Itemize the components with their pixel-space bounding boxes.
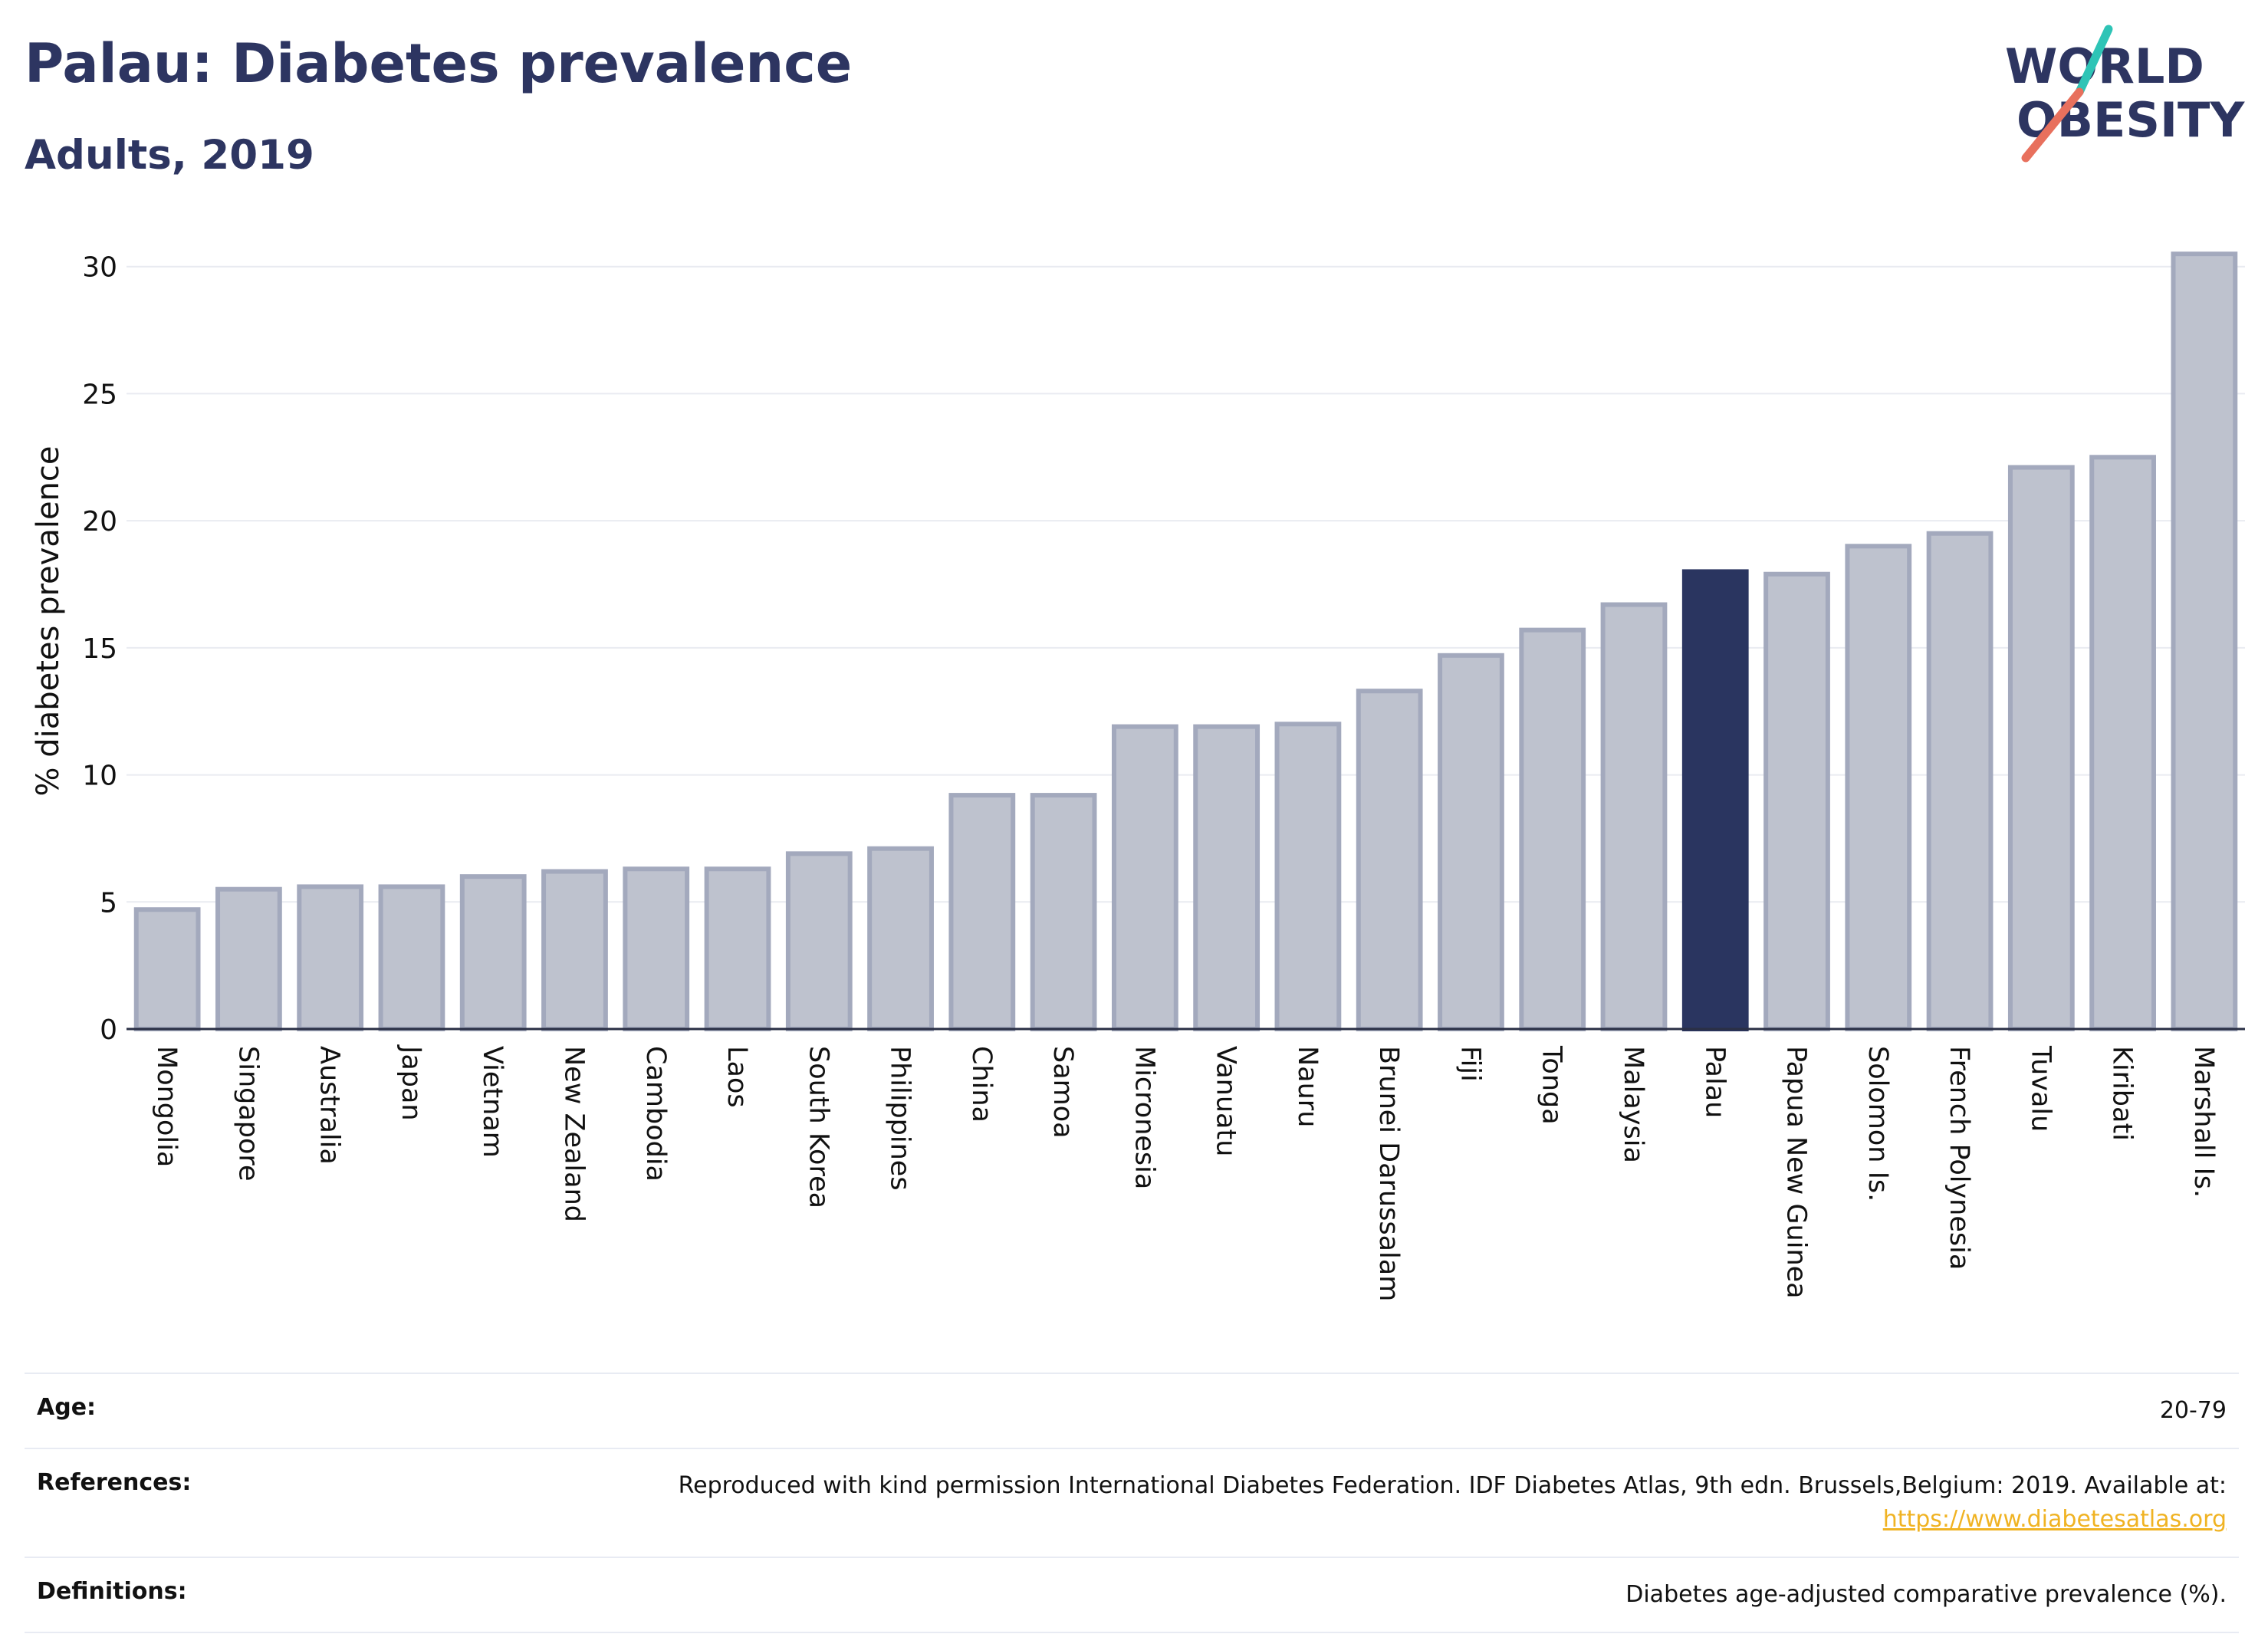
references-value: Reproduced with kind permission Internat…: [679, 1469, 2227, 1537]
x-tick-label: Philippines: [885, 1046, 915, 1191]
bar-chart: 0 5 10 15 20 25 30 Mongolia Singapore Australia J…: [31, 252, 2245, 1301]
info-row-references: References: Reproduced with kind permiss…: [25, 1448, 2239, 1557]
bar-singapore: [215, 886, 282, 1031]
bar-vanuatu: [1193, 724, 1261, 1031]
x-tick-label: Japan: [396, 1044, 426, 1121]
y-tick-label: 25: [82, 379, 117, 410]
x-tick-label: Vanuatu: [1211, 1046, 1241, 1156]
x-tick-label: Samoa: [1047, 1046, 1078, 1139]
x-tick-label: Laos: [721, 1046, 752, 1108]
bar-china: [948, 793, 1016, 1031]
y-tick-labels: 0 5 10 15 20 25 30: [82, 252, 117, 1046]
references-link[interactable]: https://www.diabetesatlas.org: [1882, 1506, 2227, 1533]
x-tick-label: Mongolia: [151, 1046, 182, 1167]
y-tick-label: 15: [82, 633, 117, 665]
bar-palau: [1681, 569, 1749, 1031]
x-tick-label: Micronesia: [1129, 1046, 1159, 1189]
bar-australia: [297, 884, 364, 1032]
bar-kiribati: [2089, 455, 2156, 1031]
bar-vietnam: [459, 874, 527, 1031]
bar-solomon-is: [1845, 544, 1912, 1031]
bar-mongolia: [133, 907, 201, 1031]
info-row-definitions: Definitions: Diabetes age-adjusted compa…: [25, 1557, 2239, 1633]
bar-philippines: [867, 846, 934, 1031]
bar-japan: [378, 884, 445, 1032]
x-tick-label: Singapore: [232, 1046, 263, 1182]
bar-cambodia: [623, 866, 690, 1031]
definitions-label: Definitions:: [37, 1578, 187, 1605]
x-tick-label: Vietnam: [477, 1046, 508, 1158]
x-tick-label: Marshall Is.: [2188, 1046, 2219, 1198]
x-tick-label: China: [966, 1046, 997, 1123]
x-tick-label: Cambodia: [640, 1046, 671, 1182]
world-obesity-logo: WORLD OBESITY: [2005, 25, 2245, 163]
references-text: Reproduced with kind permission Internat…: [678, 1472, 2227, 1499]
bar-papua-new-guinea: [1763, 571, 1830, 1031]
info-table: Age: 20-79 References: Reproduced with k…: [25, 1373, 2239, 1633]
x-tick-label: Malaysia: [1618, 1046, 1648, 1163]
chart-title: Palau: Diabetes prevalence: [25, 32, 853, 95]
bar-french-polynesia: [1926, 531, 1994, 1031]
y-tick-label: 30: [82, 252, 117, 284]
x-tick-label: French Polynesia: [1944, 1046, 1974, 1270]
x-tick-label: Tuvalu: [2025, 1045, 2056, 1132]
logo-line1: WORLD: [2005, 38, 2204, 94]
bar-fiji: [1438, 653, 1504, 1031]
logo-slash-teal: [2075, 25, 2113, 97]
bar-marshall-is: [2171, 252, 2238, 1031]
y-tick-label: 10: [82, 761, 117, 792]
age-label: Age:: [37, 1394, 97, 1421]
references-label: References:: [37, 1469, 192, 1496]
x-tick-label: Australia: [314, 1046, 345, 1165]
x-tick-label: New Zealand: [558, 1046, 589, 1222]
bar-new-zealand: [541, 869, 608, 1031]
x-tick-label: Solomon Is.: [1862, 1046, 1893, 1202]
bar-micronesia: [1111, 724, 1178, 1031]
y-tick-label: 5: [100, 887, 117, 919]
x-tick-label: Brunei Darussalam: [1373, 1046, 1404, 1301]
bars: [127, 252, 2245, 1032]
x-tick-label: Tonga: [1537, 1045, 1567, 1125]
bar-nauru: [1274, 722, 1342, 1031]
age-value: 20-79: [2159, 1397, 2227, 1424]
y-tick-label: 0: [100, 1014, 117, 1046]
bar-malaysia: [1600, 602, 1668, 1031]
definitions-value: Diabetes age-adjusted comparative preval…: [1625, 1581, 2227, 1608]
x-tick-label: Nauru: [1292, 1046, 1323, 1127]
bar-tuvalu: [2007, 465, 2075, 1031]
bar-laos: [704, 866, 771, 1031]
bar-samoa: [1030, 793, 1097, 1031]
y-axis-label: % diabetes prevalence: [31, 445, 66, 796]
info-row-age: Age: 20-79: [25, 1373, 2239, 1448]
x-tick-labels: Mongolia Singapore Australia Japan Vietnam Ne…: [151, 1044, 2219, 1301]
x-tick-label: Fiji: [1454, 1046, 1485, 1082]
bar-south-korea: [785, 851, 853, 1032]
x-tick-label: Kiribati: [2107, 1046, 2138, 1141]
bar-tonga: [1519, 627, 1586, 1031]
y-tick-label: 20: [82, 506, 117, 538]
x-tick-label: South Korea: [803, 1046, 833, 1208]
logo-slash-coral: [2021, 87, 2084, 163]
x-tick-label: Palau: [1699, 1046, 1730, 1118]
x-tick-label: Papua New Guinea: [1781, 1046, 1812, 1299]
chart-subtitle: Adults, 2019: [25, 132, 314, 179]
bar-brunei-darussalam: [1356, 689, 1423, 1031]
